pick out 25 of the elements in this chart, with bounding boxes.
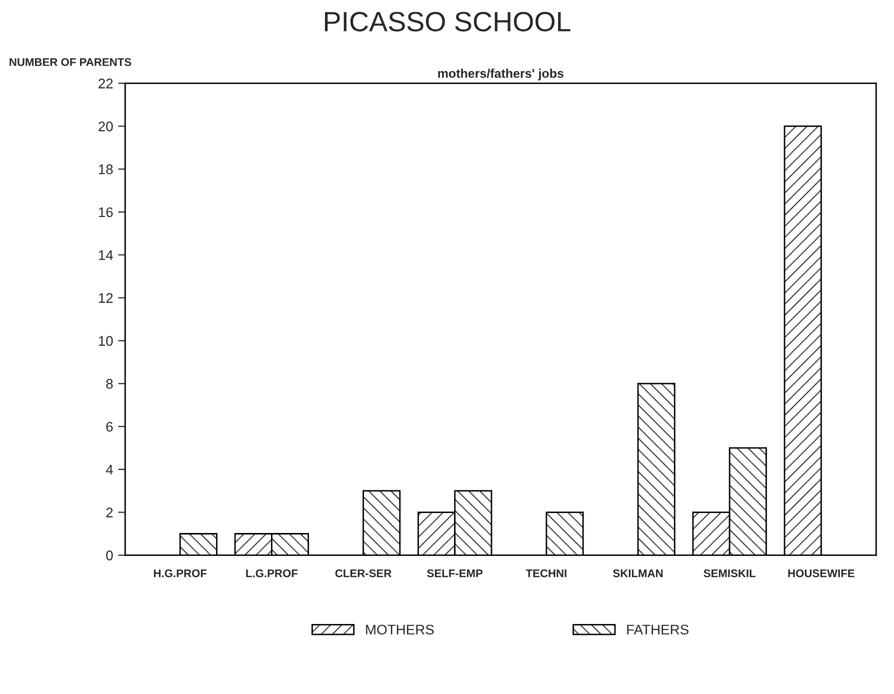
y-tick-label: 10 [98,336,113,346]
x-tick-label: L.G.PROF [246,569,298,578]
y-tick-label: 16 [98,207,113,218]
chart-subtitle: mothers/fathers' jobs [438,68,564,80]
y-tick-label: 14 [98,250,113,260]
legend-label: FATHERS [627,624,688,635]
x-tick-label: CLER-SER [335,569,392,578]
y-tick-label: 2 [106,508,113,518]
y-tick-label: 4 [106,464,113,474]
x-tick-label: SKILMAN [613,569,663,578]
y-tick-label: 18 [98,164,113,174]
y-tick-label: 20 [98,122,113,132]
y-axis-title: NUMBER OF PARENTS [10,58,132,66]
y-tick-label: 12 [98,293,113,303]
x-tick-label: SEMISKIL [704,569,756,578]
y-tick-label: 6 [106,422,113,432]
chart-title: PICASSO SCHOOL [325,12,570,32]
x-tick-label: H.G.PROF [154,569,207,578]
legend-label: MOTHERS [366,624,434,635]
y-tick-label: 0 [106,550,113,560]
y-tick-label: 22 [98,78,113,88]
x-tick-label: TECHNI [526,569,566,578]
x-tick-label: SELF-EMP [427,569,483,578]
y-tick-label: 8 [106,378,113,389]
x-tick-label: HOUSEWIFE [788,569,854,578]
